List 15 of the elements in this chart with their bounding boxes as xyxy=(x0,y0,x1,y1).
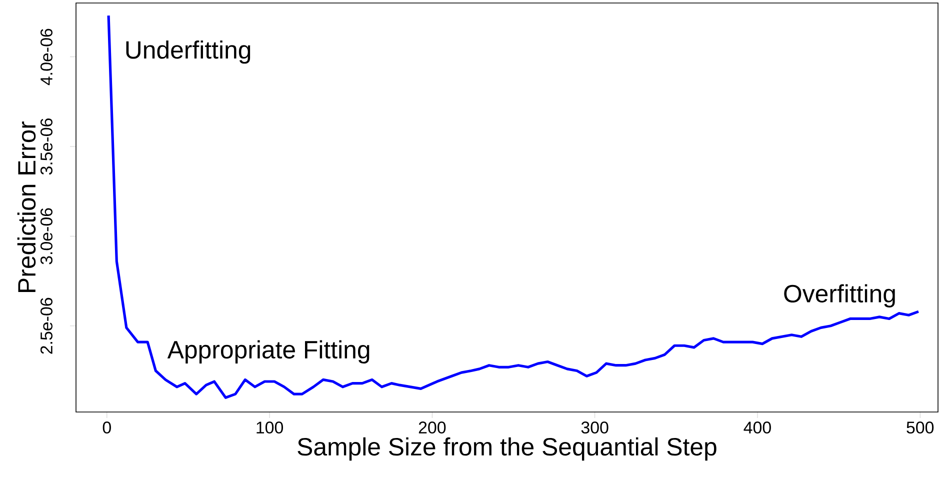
x-tick-label: 0 xyxy=(102,422,111,434)
annotation: Underfitting xyxy=(126,40,250,64)
x-axis-title: Sample Size from the Sequantial Step xyxy=(298,437,716,461)
x-tick-label: 200 xyxy=(418,422,446,434)
y-tick-label: 4.0e-06 xyxy=(40,28,52,86)
y-tick-label: 3.0e-06 xyxy=(40,208,52,264)
y-tick-label: 3.5e-06 xyxy=(40,118,52,175)
x-tick-label: 100 xyxy=(256,422,284,434)
annotation: Overfitting xyxy=(784,284,895,308)
y-tick-label: 2.5e-06 xyxy=(40,298,52,354)
x-tick-label: 500 xyxy=(906,422,934,434)
x-tick-label: 400 xyxy=(744,422,771,434)
x-tick-label: 300 xyxy=(581,422,608,434)
y-axis-title: Prediction Error xyxy=(17,121,36,292)
annotation: Appropriate Fitting xyxy=(167,340,370,364)
